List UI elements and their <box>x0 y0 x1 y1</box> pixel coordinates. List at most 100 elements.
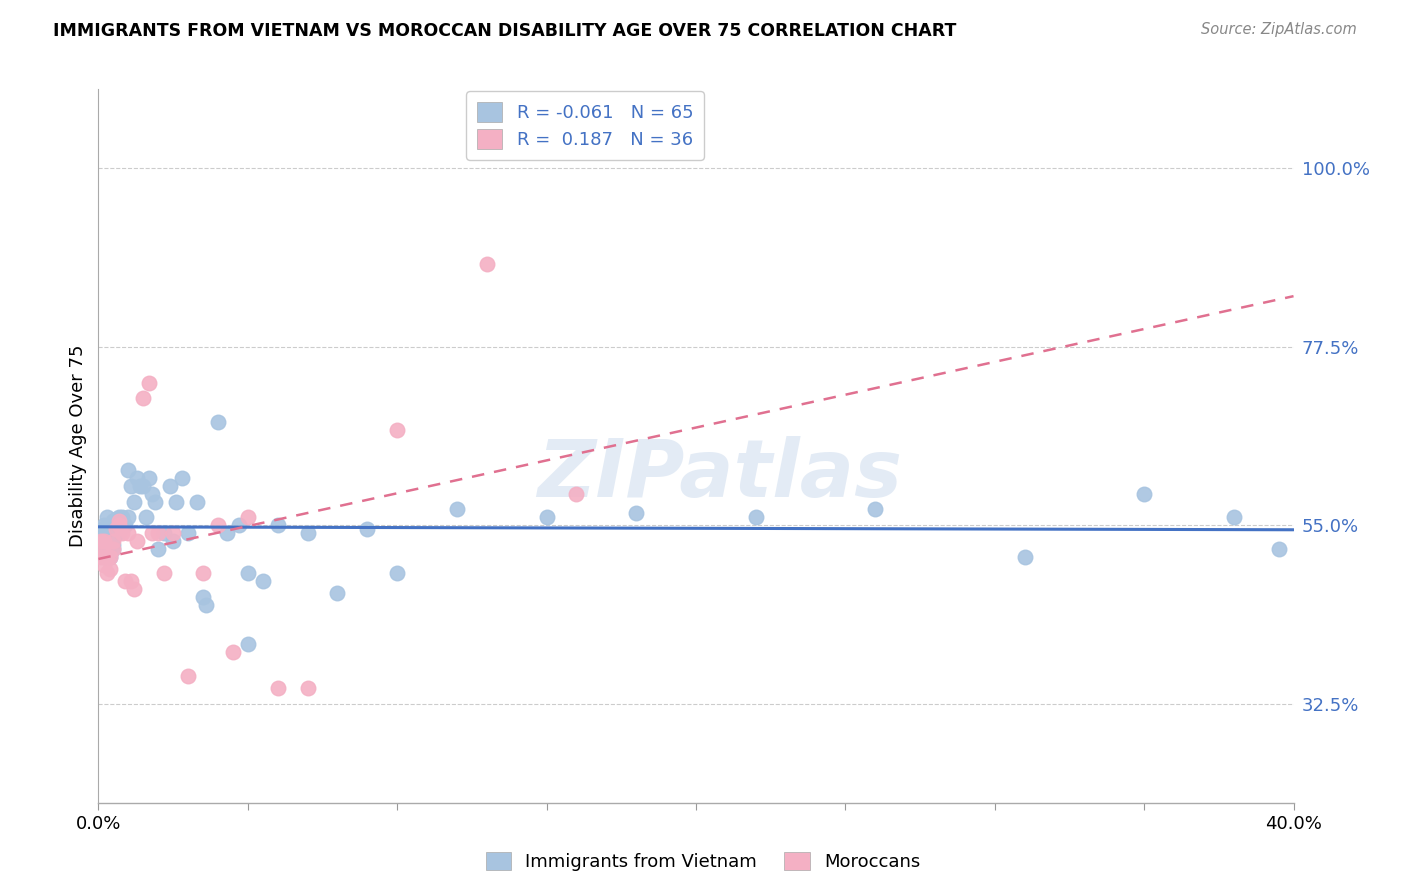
Point <box>565 486 588 500</box>
Point <box>117 463 139 477</box>
Point <box>90 534 112 549</box>
Point <box>153 526 176 541</box>
Point <box>162 526 184 541</box>
Point <box>117 510 139 524</box>
Point <box>446 502 468 516</box>
Point <box>207 518 229 533</box>
Point <box>93 549 115 564</box>
Point <box>103 542 125 557</box>
Point <box>143 494 166 508</box>
Legend: R = -0.061   N = 65, R =  0.187   N = 36: R = -0.061 N = 65, R = 0.187 N = 36 <box>465 91 704 160</box>
Point <box>105 512 128 526</box>
Point <box>475 257 498 271</box>
Point <box>172 471 194 485</box>
Point <box>626 507 648 521</box>
Point <box>1267 542 1289 557</box>
Point <box>148 526 170 541</box>
Point <box>111 526 134 541</box>
Point <box>96 522 118 536</box>
Point <box>90 534 112 549</box>
Point <box>297 681 319 695</box>
Point <box>96 534 118 549</box>
Point <box>98 520 122 534</box>
Point <box>207 415 229 429</box>
Point <box>96 549 118 564</box>
Point <box>127 471 149 485</box>
Point <box>228 518 250 533</box>
Point <box>105 520 128 534</box>
Point <box>745 510 768 524</box>
Point <box>108 524 131 539</box>
Point <box>114 518 136 533</box>
Point <box>90 549 112 564</box>
Point <box>103 542 125 557</box>
Point <box>98 534 122 549</box>
Point <box>385 423 409 437</box>
Point <box>159 478 181 492</box>
Point <box>385 566 409 580</box>
Point <box>96 546 118 560</box>
Point <box>141 486 163 500</box>
Point <box>252 574 274 588</box>
Point <box>236 566 259 580</box>
Point <box>236 637 259 651</box>
Point <box>111 510 134 524</box>
Point <box>536 510 558 524</box>
Point <box>120 574 142 588</box>
Point <box>356 522 378 536</box>
Point <box>297 526 319 541</box>
Text: IMMIGRANTS FROM VIETNAM VS MOROCCAN DISABILITY AGE OVER 75 CORRELATION CHART: IMMIGRANTS FROM VIETNAM VS MOROCCAN DISA… <box>53 22 957 40</box>
Point <box>93 530 115 544</box>
Point <box>132 478 155 492</box>
Point <box>1014 549 1036 564</box>
Point <box>326 585 349 599</box>
Point <box>108 510 131 524</box>
Point <box>135 510 157 524</box>
Point <box>117 526 139 541</box>
Point <box>108 514 131 528</box>
Point <box>153 566 176 580</box>
Point <box>1133 486 1156 500</box>
Point <box>90 522 112 536</box>
Point <box>98 562 122 576</box>
Point <box>865 502 887 516</box>
Point <box>236 510 259 524</box>
Point <box>267 681 290 695</box>
Point <box>177 526 200 541</box>
Point <box>165 494 187 508</box>
Point <box>93 518 115 533</box>
Point <box>93 558 115 572</box>
Point <box>98 549 122 564</box>
Point <box>124 582 146 596</box>
Point <box>191 566 214 580</box>
Point <box>191 590 214 604</box>
Point <box>186 494 208 508</box>
Point <box>129 478 152 492</box>
Point <box>93 534 115 549</box>
Point <box>141 526 163 541</box>
Point <box>162 534 184 549</box>
Point <box>1223 510 1246 524</box>
Point <box>96 510 118 524</box>
Point <box>90 542 112 557</box>
Legend: Immigrants from Vietnam, Moroccans: Immigrants from Vietnam, Moroccans <box>478 845 928 879</box>
Point <box>120 478 142 492</box>
Point <box>93 546 115 560</box>
Point <box>177 669 200 683</box>
Point <box>132 392 155 406</box>
Text: Source: ZipAtlas.com: Source: ZipAtlas.com <box>1201 22 1357 37</box>
Point <box>103 538 125 552</box>
Point <box>108 518 131 533</box>
Point <box>98 549 122 564</box>
Point <box>96 566 118 580</box>
Point <box>103 514 125 528</box>
Point <box>222 645 245 659</box>
Point <box>127 534 149 549</box>
Point <box>103 526 125 541</box>
Point <box>195 598 218 612</box>
Point <box>215 526 238 541</box>
Y-axis label: Disability Age Over 75: Disability Age Over 75 <box>69 344 87 548</box>
Point <box>111 518 134 533</box>
Point <box>103 534 125 549</box>
Point <box>114 574 136 588</box>
